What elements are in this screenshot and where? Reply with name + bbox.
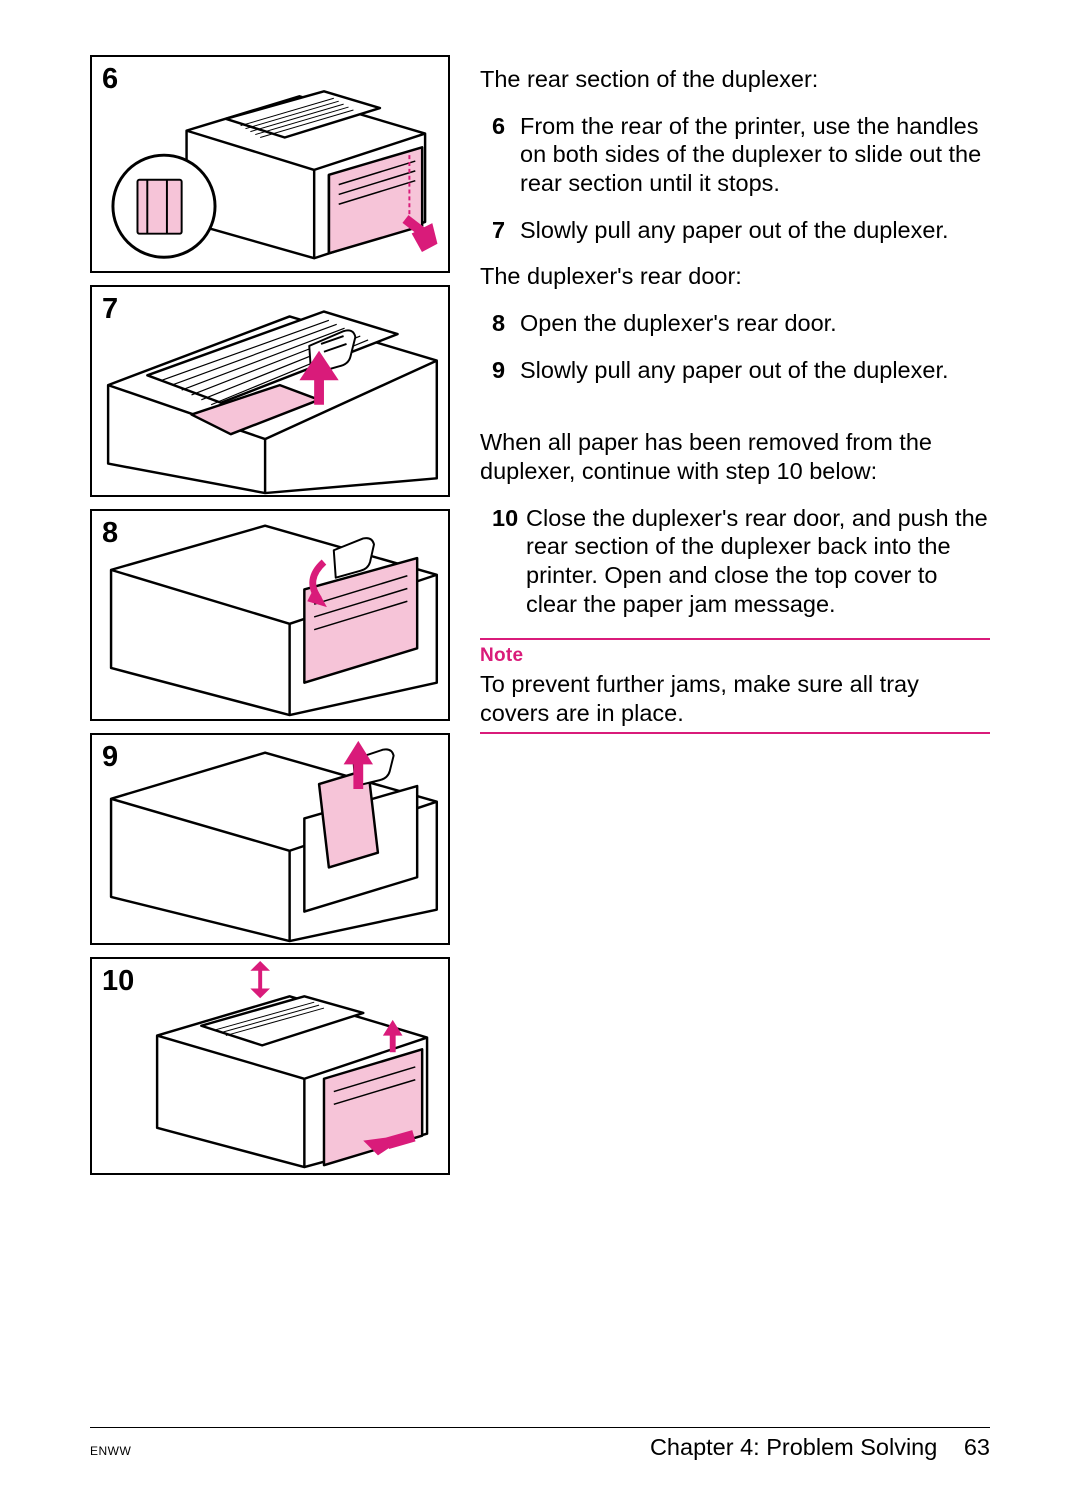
section-heading: The duplexer's rear door:	[480, 262, 990, 291]
note-rule-bottom	[480, 732, 990, 734]
step-text: Slowly pull any paper out of the duplexe…	[520, 216, 990, 245]
step-number: 6	[492, 112, 520, 198]
page-footer: ENWW Chapter 4: Problem Solving 63	[90, 1427, 990, 1461]
figure-number: 8	[102, 517, 118, 550]
step-10: 10 Close the duplexer's rear door, and p…	[480, 504, 990, 619]
footer-page-number: 63	[964, 1434, 990, 1460]
step-text: Slowly pull any paper out of the duplexe…	[520, 356, 990, 385]
step-9: 9 Slowly pull any paper out of the duple…	[480, 356, 990, 385]
step-7: 7 Slowly pull any paper out of the duple…	[480, 216, 990, 245]
step-text: From the rear of the printer, use the ha…	[520, 112, 990, 198]
printer-illustration-6	[92, 57, 448, 271]
continue-text: When all paper has been removed from the…	[480, 428, 990, 485]
printer-illustration-10	[92, 959, 448, 1173]
step-number: 7	[492, 216, 520, 245]
step-number: 9	[492, 356, 520, 385]
figure-number: 10	[102, 965, 134, 998]
page-content: 6	[0, 0, 1080, 1435]
figure-number: 9	[102, 741, 118, 774]
footer-left: ENWW	[90, 1444, 131, 1458]
printer-illustration-9	[92, 735, 448, 943]
note-label: Note	[480, 644, 990, 667]
figure-column: 6	[90, 55, 450, 1395]
step-6: 6 From the rear of the printer, use the …	[480, 112, 990, 198]
footer-right: Chapter 4: Problem Solving 63	[650, 1434, 990, 1461]
figure-10: 10	[90, 957, 450, 1175]
step-text: Open the duplexer's rear door.	[520, 309, 990, 338]
step-number: 8	[492, 309, 520, 338]
instruction-column: The rear section of the duplexer: 6 From…	[480, 55, 990, 1395]
figure-9: 9	[90, 733, 450, 945]
figure-6: 6	[90, 55, 450, 273]
section-heading: The rear section of the duplexer:	[480, 65, 990, 94]
figure-7: 7	[90, 285, 450, 497]
figure-8: 8	[90, 509, 450, 721]
figure-number: 6	[102, 63, 118, 96]
printer-illustration-8	[92, 511, 448, 719]
step-text: Close the duplexer's rear door, and push…	[526, 504, 990, 619]
note-rule-top	[480, 638, 990, 640]
figure-number: 7	[102, 293, 118, 326]
step-8: 8 Open the duplexer's rear door.	[480, 309, 990, 338]
printer-illustration-7	[92, 287, 448, 495]
step-number: 10	[492, 504, 526, 619]
footer-chapter: Chapter 4: Problem Solving	[650, 1434, 937, 1460]
note-text: To prevent further jams, make sure all t…	[480, 670, 990, 727]
